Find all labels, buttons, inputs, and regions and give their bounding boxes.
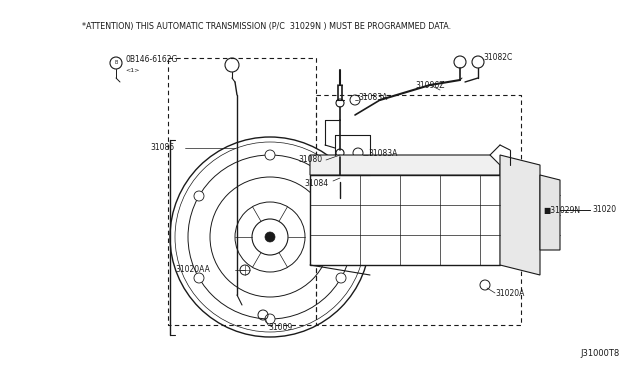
Polygon shape: [540, 175, 560, 250]
Text: B: B: [115, 61, 118, 65]
Polygon shape: [500, 155, 540, 275]
Text: <1>: <1>: [125, 67, 140, 73]
Text: ■31029N: ■31029N: [543, 205, 580, 215]
Text: 31080: 31080: [298, 155, 322, 164]
Text: 31082C: 31082C: [483, 54, 512, 62]
Circle shape: [265, 314, 275, 324]
Polygon shape: [310, 155, 500, 175]
Text: 31083A: 31083A: [358, 93, 387, 102]
Polygon shape: [310, 175, 500, 265]
Circle shape: [336, 191, 346, 201]
Text: 31020: 31020: [592, 205, 616, 215]
Text: 31083A: 31083A: [368, 148, 397, 157]
Circle shape: [265, 150, 275, 160]
Circle shape: [265, 232, 275, 242]
Circle shape: [336, 273, 346, 283]
Text: 31086: 31086: [150, 144, 174, 153]
Text: 0B146-6162G: 0B146-6162G: [125, 55, 177, 64]
Circle shape: [170, 137, 370, 337]
Text: 31020A: 31020A: [495, 289, 524, 298]
Circle shape: [194, 191, 204, 201]
Text: 31009: 31009: [268, 324, 292, 333]
Text: 31020AA: 31020AA: [175, 266, 210, 275]
Circle shape: [194, 273, 204, 283]
Text: 31096Z: 31096Z: [415, 80, 445, 90]
Text: J31000T8: J31000T8: [580, 349, 620, 358]
Text: *ATTENTION) THIS AUTOMATIC TRANSMISSION (P/C  31029N ) MUST BE PROGRAMMED DATA.: *ATTENTION) THIS AUTOMATIC TRANSMISSION …: [82, 22, 451, 31]
Text: 31084: 31084: [304, 179, 328, 187]
